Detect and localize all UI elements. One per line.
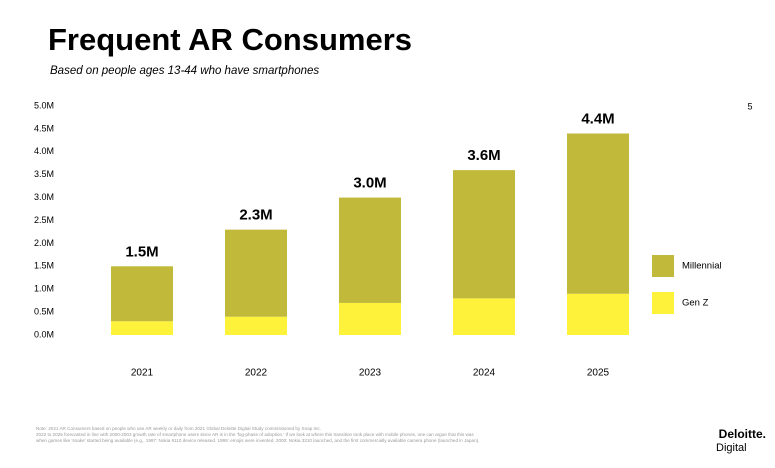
x-tick-label: 2023: [359, 368, 382, 379]
bar-segment: [453, 170, 515, 299]
y-tick-label: 5.0M: [34, 100, 54, 110]
bar-segment: [111, 266, 173, 322]
x-tick-label: 2022: [245, 368, 268, 379]
footnote: Note: 2021 AR Consumers based on people …: [36, 426, 321, 431]
page-number: 5: [747, 101, 752, 111]
legend-swatch: [652, 292, 674, 314]
bar-segment: [339, 197, 401, 303]
bar-segment: [111, 321, 173, 335]
bar-segment: [567, 133, 629, 294]
total-label: 3.0M: [353, 175, 386, 192]
y-tick-label: 3.5M: [34, 169, 54, 179]
y-tick-label: 3.0M: [34, 192, 54, 202]
y-tick-label: 1.5M: [34, 261, 54, 271]
legend-swatch: [652, 255, 674, 277]
y-tick-label: 2.5M: [34, 215, 54, 225]
chart-subtitle: Based on people ages 13-44 who have smar…: [50, 65, 319, 77]
y-tick-label: 4.5M: [34, 123, 54, 133]
bar-segment: [453, 298, 515, 335]
legend-label: Gen Z: [682, 298, 709, 309]
x-tick-label: 2021: [131, 368, 154, 379]
total-label: 1.5M: [125, 243, 158, 260]
bar-segment: [339, 302, 401, 335]
y-tick-label: 2.0M: [34, 238, 54, 248]
x-tick-label: 2024: [473, 368, 496, 379]
bar-segment: [225, 229, 287, 317]
total-label: 2.3M: [239, 207, 272, 224]
x-tick-label: 2025: [587, 368, 610, 379]
bar-segment: [567, 293, 629, 335]
y-tick-label: 1.0M: [34, 284, 54, 294]
chart-title: Frequent AR Consumers: [48, 22, 412, 57]
y-tick-label: 0.0M: [34, 329, 54, 339]
y-tick-label: 0.5M: [34, 306, 54, 316]
footnote: 2022 to 2025 forecasted in line with 200…: [36, 432, 474, 437]
total-label: 3.6M: [467, 147, 500, 164]
legend-label: Millennial: [682, 261, 722, 272]
logo-brand: Deloitte.: [719, 427, 766, 441]
bar-segment: [225, 316, 287, 335]
logo-sub: Digital: [716, 442, 747, 454]
footnote: when games like 'snake' started being av…: [36, 438, 479, 443]
total-label: 4.4M: [581, 110, 614, 127]
y-tick-label: 4.0M: [34, 146, 54, 156]
